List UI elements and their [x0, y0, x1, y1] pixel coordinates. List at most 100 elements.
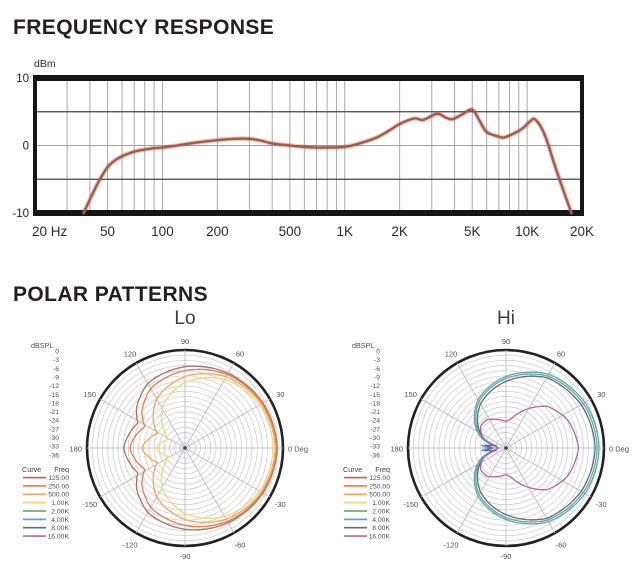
svg-text:-60: -60 [235, 540, 246, 549]
svg-text:-90: -90 [501, 552, 512, 561]
polar-panel-lo: Lo 90 60 30 0 Deg -30 -60 -90 -120 -150 180 150 120… [0, 308, 320, 570]
svg-text:5K: 5K [464, 224, 481, 239]
svg-text:8.00K: 8.00K [51, 525, 69, 532]
svg-text:250.00: 250.00 [369, 483, 390, 490]
svg-text:500: 500 [279, 224, 302, 239]
svg-text:0 Deg: 0 Deg [609, 445, 629, 454]
svg-text:4.00K: 4.00K [51, 517, 69, 524]
svg-text:Curve: Curve [22, 465, 41, 474]
fr-plot-border [33, 75, 584, 216]
fr-y-axis-labels: dBm 10 0 -10 [12, 58, 55, 220]
svg-text:-3: -3 [53, 357, 59, 364]
svg-text:2K: 2K [391, 224, 408, 239]
svg-text:1.00K: 1.00K [51, 500, 69, 507]
svg-text:-27: -27 [370, 426, 380, 433]
svg-text:0: 0 [55, 349, 59, 356]
svg-text:30: 30 [597, 390, 605, 399]
svg-text:-12: -12 [49, 383, 59, 390]
svg-text:dBSPL: dBSPL [352, 341, 374, 350]
svg-text:150: 150 [404, 390, 417, 399]
svg-text:-150: -150 [403, 500, 418, 509]
svg-text:-30: -30 [49, 435, 59, 442]
svg-text:-30: -30 [596, 500, 607, 509]
svg-text:0 Deg: 0 Deg [288, 445, 308, 454]
svg-text:120: 120 [445, 350, 458, 359]
svg-text:125.00: 125.00 [369, 475, 390, 482]
svg-text:4.00K: 4.00K [372, 517, 390, 524]
svg-text:-21: -21 [49, 409, 59, 416]
svg-text:8.00K: 8.00K [372, 525, 390, 532]
polar-center-hub [183, 446, 187, 450]
svg-text:-3: -3 [374, 357, 380, 364]
svg-text:-60: -60 [556, 540, 567, 549]
polar-curve-4.00K [473, 371, 600, 525]
svg-text:60: 60 [557, 350, 565, 359]
svg-text:0: 0 [376, 349, 380, 356]
svg-text:30: 30 [276, 390, 284, 399]
svg-text:-150: -150 [82, 500, 97, 509]
svg-text:-9: -9 [374, 374, 380, 381]
svg-text:2.00K: 2.00K [51, 508, 69, 515]
polar-curve-16.00K [479, 405, 580, 491]
polar-curves [123, 365, 278, 531]
polar-curve-250.00 [129, 368, 278, 528]
svg-text:-21: -21 [370, 409, 380, 416]
fr-x-axis-labels: 20 Hz 50 100 200 500 1K 2K 5K 10K 20K [32, 224, 594, 239]
svg-text:10K: 10K [515, 224, 539, 239]
svg-text:-18: -18 [370, 400, 380, 407]
svg-text:125.00: 125.00 [48, 475, 69, 482]
svg-text:-36: -36 [370, 452, 380, 459]
svg-text:120: 120 [124, 350, 137, 359]
polar-grid [406, 348, 606, 548]
svg-text:-12: -12 [370, 383, 380, 390]
polar-curve-2.00K [475, 373, 598, 523]
svg-text:-15: -15 [370, 392, 380, 399]
svg-text:1K: 1K [337, 224, 354, 239]
polar-curve-8.00K [476, 375, 596, 521]
polar-grid [85, 348, 285, 548]
polar-center-hub [504, 446, 508, 450]
svg-text:-33: -33 [370, 444, 380, 451]
fr-grid [35, 78, 582, 213]
polar-curve-500.00 [141, 373, 276, 523]
svg-text:150: 150 [83, 390, 96, 399]
svg-text:Freq: Freq [54, 465, 69, 474]
svg-text:-15: -15 [49, 392, 59, 399]
svg-text:dBm: dBm [34, 58, 56, 70]
polar-subtitle-lo: Lo [174, 308, 196, 329]
polar-curve-1.00K [155, 377, 274, 519]
svg-text:90: 90 [502, 337, 510, 346]
svg-text:100: 100 [151, 224, 174, 239]
svg-text:-33: -33 [49, 444, 59, 451]
polar-angle-labels: 90 60 30 0 Deg -30 -60 -90 -120 -150 180 150 120 [69, 337, 308, 561]
svg-text:250.00: 250.00 [48, 483, 69, 490]
svg-text:-120: -120 [443, 540, 458, 549]
svg-text:-24: -24 [49, 418, 59, 425]
svg-text:180: 180 [390, 445, 403, 454]
svg-text:-10: -10 [12, 208, 29, 220]
svg-text:dBSPL: dBSPL [31, 341, 53, 350]
polar-panel-hi: Hi 90 60 30 0 Deg -30 -60 -90 -120 -150 180 150 120… [321, 308, 641, 570]
svg-text:180: 180 [69, 445, 82, 454]
svg-text:Freq: Freq [375, 465, 390, 474]
svg-text:-120: -120 [122, 540, 137, 549]
svg-text:-18: -18 [49, 400, 59, 407]
polar-curves [473, 371, 600, 525]
svg-text:-24: -24 [370, 418, 380, 425]
svg-text:2.00K: 2.00K [372, 508, 390, 515]
svg-text:-27: -27 [49, 426, 59, 433]
svg-text:20 Hz: 20 Hz [32, 224, 68, 239]
svg-text:16.00K: 16.00K [47, 533, 69, 540]
polar-angle-labels: 90 60 30 0 Deg -30 -60 -90 -120 -150 180 150 120 [390, 337, 629, 561]
svg-text:-30: -30 [275, 500, 286, 509]
svg-text:10: 10 [16, 73, 29, 85]
svg-text:0: 0 [23, 141, 29, 153]
